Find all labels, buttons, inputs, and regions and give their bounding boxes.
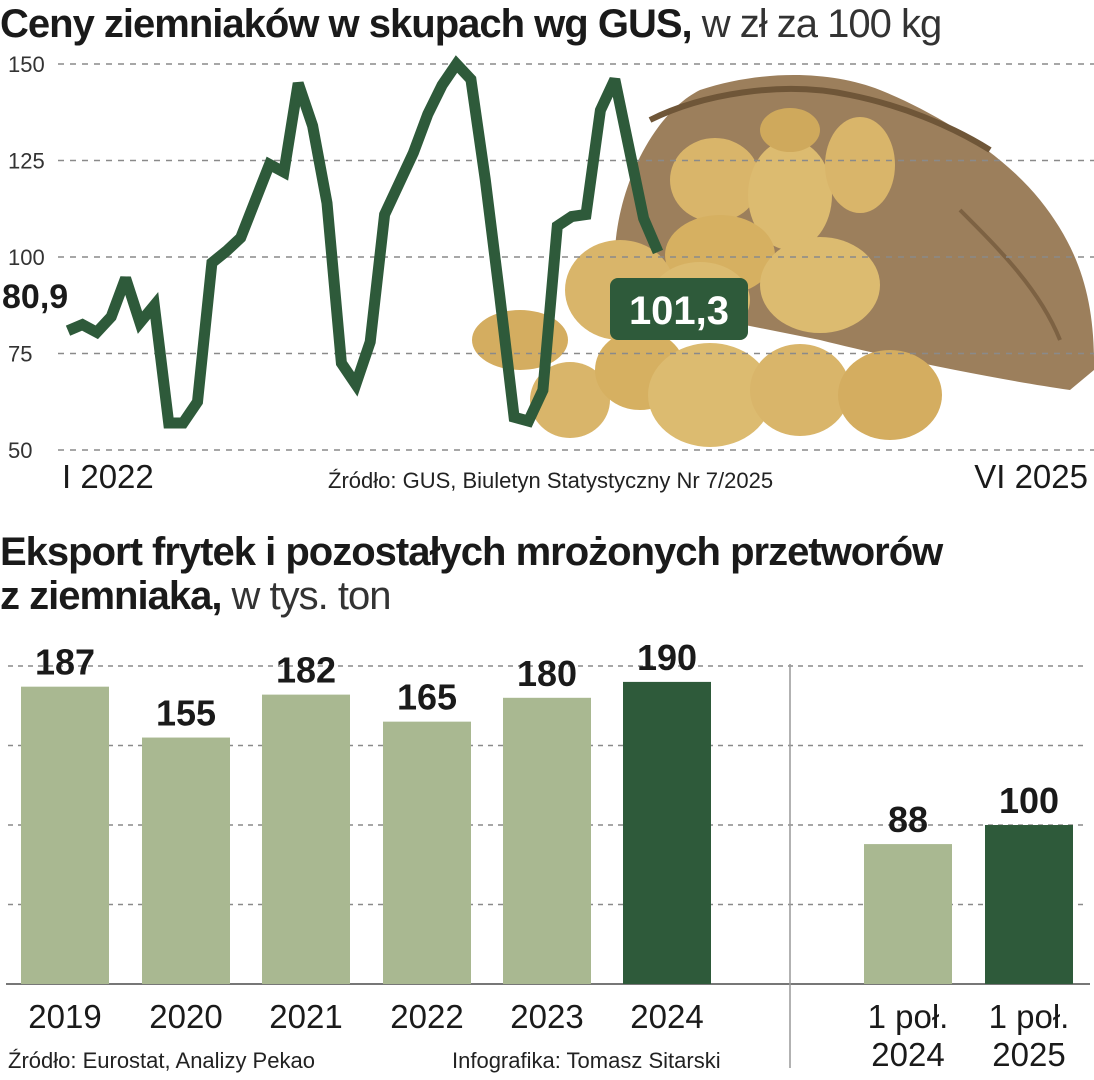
bar-chart-unit: w tys. ton — [221, 574, 392, 618]
bar-2024 — [623, 681, 711, 984]
line-chart-unit: w zł za 100 kg — [691, 2, 942, 46]
line-chart-title-bold: Ceny ziemniaków w skupach wg GUS, — [0, 2, 693, 46]
bar-2021 — [262, 694, 350, 984]
bar-value-label: 187 — [35, 642, 95, 683]
bar-value-label: 165 — [397, 677, 457, 718]
bar-category-label: 2024 — [630, 998, 703, 1035]
bar-2022 — [383, 721, 471, 984]
half-year-category-label-year: 2024 — [871, 1036, 944, 1073]
end-value-badge — [610, 278, 748, 340]
bar-category-label: 2022 — [390, 998, 463, 1035]
half-year-bar — [864, 844, 952, 984]
bar-chart-title-line2: z ziemniaka, — [0, 574, 222, 618]
x-end-label: VI 2025 — [974, 458, 1088, 495]
bar-chart-title-line1: Eksport frytek i pozostałych mrożonych p… — [0, 530, 943, 574]
bar-category-label: 2023 — [510, 998, 583, 1035]
bar-chart-title: Eksport frytek i pozostałych mrożonych p… — [0, 530, 943, 618]
x-start-label: I 2022 — [62, 458, 154, 495]
line-y-tick-label: 50 — [8, 438, 32, 463]
start-value-label: 80,9 — [2, 278, 68, 316]
half-year-value-label: 88 — [888, 799, 928, 840]
half-year-category-label: 1 poł. — [868, 998, 949, 1035]
bar-chart: 187 2019 155 2020 182 2021 165 2022 180 2023 190 20… — [6, 637, 1090, 1073]
line-y-tick-label: 125 — [8, 149, 45, 174]
half-year-bar — [985, 825, 1073, 984]
line-chart: 50 75 100 125 150 80,9 101,3 I 2022 VI 2025 — [2, 52, 1094, 495]
bar-2020 — [142, 737, 230, 984]
half-year-category-label: 1 poł. — [989, 998, 1070, 1035]
bar-value-label: 182 — [276, 650, 336, 691]
half-year-category-label-year: 2025 — [992, 1036, 1065, 1073]
price-line-series — [65, 55, 664, 429]
line-y-tick-label: 75 — [8, 342, 32, 367]
infographic-credit: Infografika: Tomasz Sitarski — [452, 1048, 721, 1073]
potato-sack-image — [472, 75, 1094, 447]
line-y-tick-label: 100 — [8, 245, 45, 270]
bar-category-label: 2020 — [149, 998, 222, 1035]
half-year-value-label: 100 — [999, 780, 1059, 821]
bar-2023 — [503, 697, 591, 984]
line-chart-title: Ceny ziemniaków w skupach wg GUS, w zł z… — [0, 2, 942, 47]
bar-category-label: 2019 — [28, 998, 101, 1035]
bar-value-label: 155 — [156, 693, 216, 734]
bar-2019 — [21, 686, 109, 984]
bar-value-label: 190 — [637, 637, 697, 678]
line-chart-source: Źródło: GUS, Biuletyn Statystyczny Nr 7/… — [328, 468, 774, 493]
bar-value-label: 180 — [517, 653, 577, 694]
bar-category-label: 2021 — [269, 998, 342, 1035]
bar-chart-source: Źródło: Eurostat, Analizy Pekao — [8, 1048, 315, 1073]
end-value-label: 101,3 — [629, 289, 729, 333]
line-y-tick-label: 150 — [8, 52, 45, 77]
